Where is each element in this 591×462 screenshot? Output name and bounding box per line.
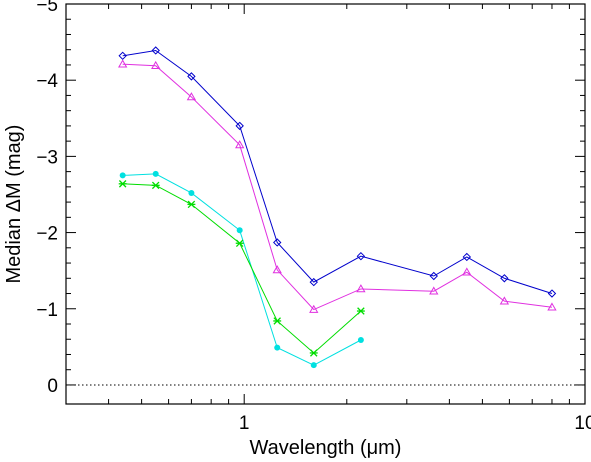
series-1-point [187,72,196,81]
series-2-point [151,60,161,70]
series-1-line [122,49,553,294]
series-4-point [356,307,365,315]
x-axis-title: Wavelength (μm) [250,437,402,459]
series-1-point [273,238,282,247]
y-tick-label: 0 [47,376,58,397]
x-tick-label: 10 [574,413,591,434]
series-3-point [274,344,281,351]
y-tick-label: −4 [36,71,58,92]
y-axis-title: Median ΔM (mag) [3,125,25,284]
plot-frame [65,3,586,405]
series-1-point [356,251,366,261]
y-tick-label: −1 [36,300,58,321]
series-2-point [462,267,472,276]
series-3-line [122,173,362,366]
series-2-point [186,92,197,101]
series-1-point [118,51,127,61]
series-1-point [151,46,160,55]
series-4-line [122,183,362,354]
series-2-point [118,59,128,68]
series-2-point [547,302,557,311]
series-4-point [235,239,244,247]
x-tick-label: 1 [239,413,250,434]
series-3-point [188,189,195,196]
series-3-point [152,170,159,177]
series-1-point [429,271,438,281]
y-tick-label: −3 [36,147,58,168]
series-4-point [118,180,127,188]
series-4-point [309,349,318,357]
series-3-point [357,337,364,343]
y-tick-label: −5 [36,0,58,16]
series-4-point [273,317,282,325]
series-2-point [272,265,282,274]
series-2-point [356,284,366,293]
y-tick-label: −2 [36,224,58,245]
series-1-point [547,289,557,298]
series-1-point [462,252,472,262]
series-4-point [151,181,160,190]
series-2-point [235,140,245,149]
series-2-point [429,286,439,295]
series-4-point [187,200,196,209]
series-2-point [309,304,319,313]
series-3-point [119,172,126,179]
series-1-point [309,277,318,287]
series-2-line [122,63,553,311]
series-1-point [500,274,509,283]
series-3-point [236,227,243,234]
series-1-point [235,121,244,131]
series-3-point [310,362,317,369]
series-2-point [499,296,510,305]
